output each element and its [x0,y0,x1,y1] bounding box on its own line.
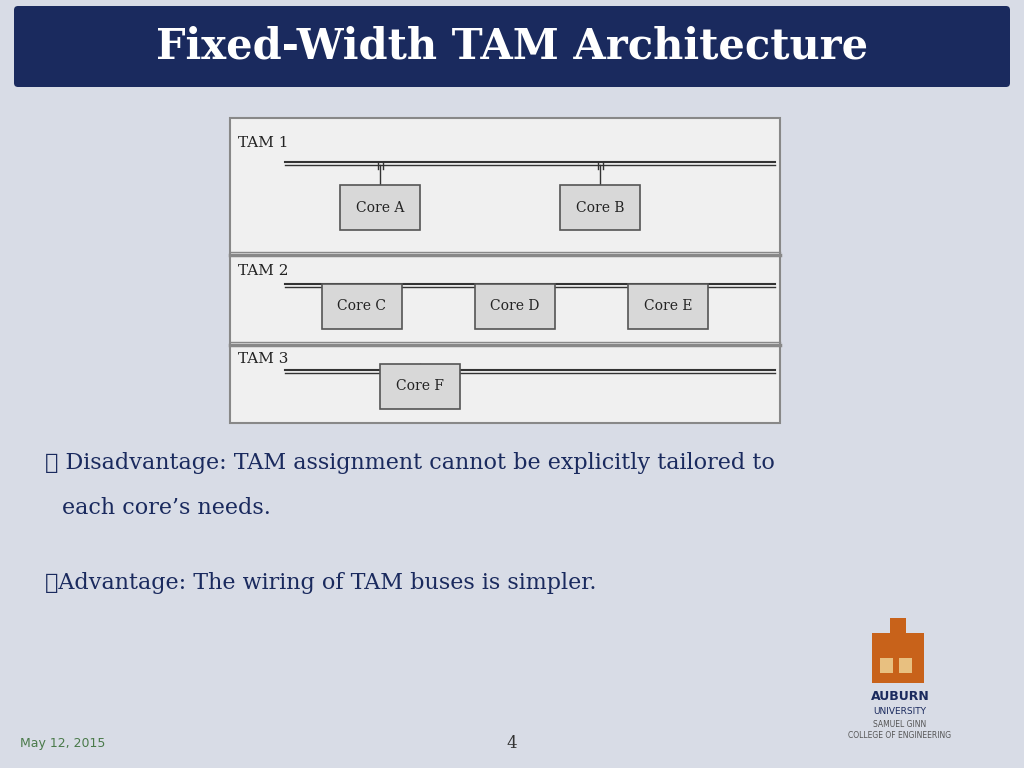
Bar [230,118,780,423]
Bar [890,618,906,633]
Text: ❖Advantage: The wiring of TAM buses is simpler.: ❖Advantage: The wiring of TAM buses is s… [45,572,597,594]
Text: each core’s needs.: each core’s needs. [62,497,271,519]
Bar [340,185,420,230]
Bar [322,284,401,329]
FancyBboxPatch shape [14,6,1010,87]
Text: Fixed-Width TAM Architecture: Fixed-Width TAM Architecture [156,25,868,68]
Text: Core E: Core E [644,300,692,313]
Bar [629,284,709,329]
Text: TAM 1: TAM 1 [238,136,289,150]
Text: SAMUEL GINN
COLLEGE OF ENGINEERING: SAMUEL GINN COLLEGE OF ENGINEERING [849,720,951,740]
Text: TAM 3: TAM 3 [238,352,289,366]
Text: Core B: Core B [575,201,625,215]
Bar [872,633,924,683]
Text: ❖ Disadvantage: TAM assignment cannot be explicitly tailored to: ❖ Disadvantage: TAM assignment cannot be… [45,452,775,474]
Text: May 12, 2015: May 12, 2015 [20,737,105,750]
Bar [475,284,555,329]
Text: 4: 4 [507,734,517,752]
Text: UNIVERSITY: UNIVERSITY [873,707,927,716]
Bar [899,658,912,673]
Text: Core D: Core D [490,300,540,313]
Bar [380,364,460,409]
Text: TAM 2: TAM 2 [238,264,289,278]
Text: Core F: Core F [396,379,444,393]
Bar [880,658,893,673]
Text: Core C: Core C [337,300,386,313]
Bar [560,185,640,230]
Text: Core A: Core A [355,201,404,215]
Text: AUBURN: AUBURN [870,690,930,703]
